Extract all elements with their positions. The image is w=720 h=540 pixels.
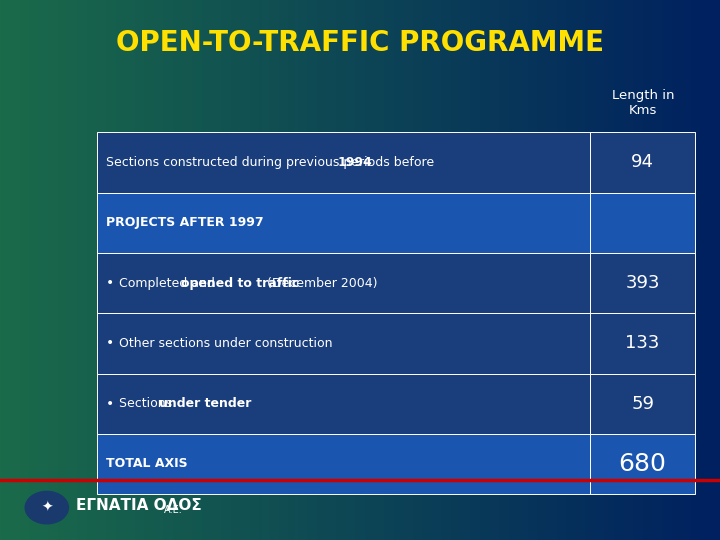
Bar [97, 434, 590, 494]
Text: 393: 393 [626, 274, 660, 292]
Text: Sections: Sections [119, 397, 176, 410]
Text: opened to traffic: opened to traffic [181, 276, 300, 289]
Text: PROJECTS AFTER 1997: PROJECTS AFTER 1997 [106, 216, 264, 229]
Text: (December 2004): (December 2004) [264, 276, 378, 289]
Text: Completed and: Completed and [119, 276, 219, 289]
Circle shape [25, 491, 68, 524]
Bar [97, 374, 590, 434]
Bar [590, 374, 695, 434]
Text: •: • [106, 276, 114, 290]
Text: OPEN-TO-TRAFFIC PROGRAMME: OPEN-TO-TRAFFIC PROGRAMME [116, 29, 604, 57]
Text: Other sections under construction: Other sections under construction [119, 337, 333, 350]
Bar [97, 313, 590, 374]
Bar [590, 132, 695, 193]
Bar [590, 434, 695, 494]
Text: Α.Ε.: Α.Ε. [163, 505, 182, 515]
Text: Sections constructed during previous periods before: Sections constructed during previous per… [106, 156, 438, 169]
Bar [97, 253, 590, 313]
Text: 680: 680 [618, 452, 667, 476]
Text: under tender: under tender [159, 397, 251, 410]
Bar [590, 193, 695, 253]
Text: 59: 59 [631, 395, 654, 413]
Bar [590, 313, 695, 374]
Text: Length in
Kms: Length in Kms [612, 89, 674, 117]
Text: •: • [106, 336, 114, 350]
Text: 94: 94 [631, 153, 654, 172]
Text: ΕΓΝΑΤΙΑ ΟΔΟΣ: ΕΓΝΑΤΙΑ ΟΔΟΣ [76, 498, 202, 513]
Text: 133: 133 [626, 334, 660, 353]
Bar [97, 193, 590, 253]
Text: 1994: 1994 [338, 156, 373, 169]
Text: •: • [106, 397, 114, 410]
Bar [97, 132, 590, 193]
Text: ✦: ✦ [41, 501, 53, 515]
Bar [590, 253, 695, 313]
Text: TOTAL AXIS: TOTAL AXIS [106, 457, 187, 470]
